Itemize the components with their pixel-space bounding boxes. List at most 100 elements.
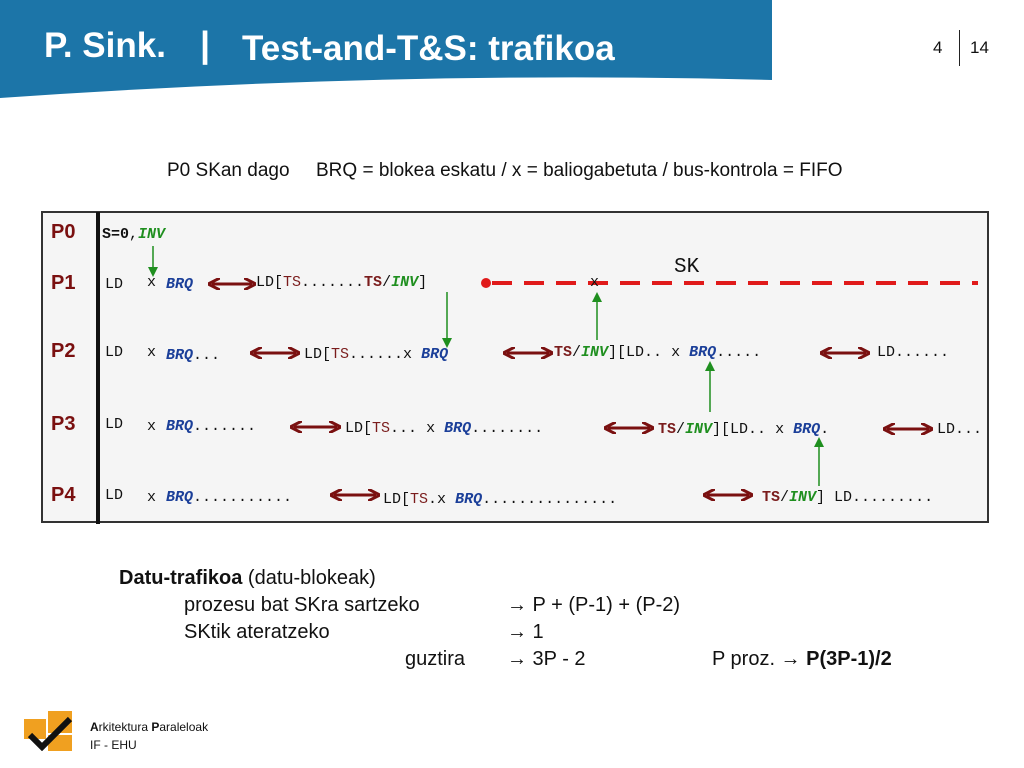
exit-value: → 1 bbox=[507, 621, 544, 643]
p2-inv: INV bbox=[581, 344, 609, 361]
p2-x3: x bbox=[671, 344, 681, 361]
p4-brq-group: BRQ........... bbox=[166, 489, 292, 506]
p3-dot: . bbox=[820, 421, 830, 438]
traffic-heading: Datu-trafikoa (datu-blokeak) bbox=[119, 567, 376, 590]
p3-brq2: BRQ bbox=[444, 420, 472, 437]
page-title: Test-and-T&S: trafikoa bbox=[242, 29, 615, 68]
p4-ld2: ] LD......... bbox=[816, 489, 934, 506]
p4-brq: BRQ bbox=[166, 489, 194, 506]
p2-ld3: LD...... bbox=[877, 344, 950, 361]
p3-x: x bbox=[147, 418, 157, 435]
p3-ld: LD bbox=[105, 416, 124, 433]
p2-x: x bbox=[147, 344, 157, 361]
p3-ts-sequence: LD[TS... x BRQ........ bbox=[345, 420, 543, 437]
p3-brq3: BRQ bbox=[793, 421, 821, 438]
p2-brq2: BRQ bbox=[421, 346, 449, 363]
p4-dot: . bbox=[428, 491, 438, 508]
p3-x2: x bbox=[426, 420, 436, 437]
axis-bar bbox=[96, 212, 100, 524]
p3-brq: BRQ bbox=[166, 418, 194, 435]
chapter-number: 4 bbox=[933, 38, 943, 57]
p2-ld-open: LD[ bbox=[304, 346, 332, 363]
p0-timeline: S=0,INV bbox=[102, 226, 165, 243]
p4-ld-open: LD[ bbox=[383, 491, 411, 508]
course-title: P. Sink. bbox=[44, 26, 166, 65]
traffic-heading-bold: Datu-trafikoa bbox=[119, 567, 243, 589]
footer-letter-p: P bbox=[151, 720, 160, 734]
p1-ts2: TS bbox=[364, 274, 383, 291]
p2-ts2: TS bbox=[554, 344, 573, 361]
p4-ld: LD bbox=[105, 487, 124, 504]
nproc-formula: P proz. → P(3P-1)/2 bbox=[712, 648, 892, 671]
p4-ts2: TS bbox=[762, 489, 781, 506]
p2-brq-group: BRQ... bbox=[166, 347, 220, 364]
p3-dots2: ... bbox=[390, 420, 418, 437]
footer-line1: Arkitektura Paraleloak bbox=[90, 720, 208, 734]
p2-dots1: ... bbox=[193, 347, 221, 364]
p4-x: x bbox=[147, 489, 157, 506]
p2-brq: BRQ bbox=[166, 347, 194, 364]
nproc-value: P(3P-1)/2 bbox=[806, 648, 892, 670]
p3-brq-group: BRQ....... bbox=[166, 418, 256, 435]
header-banner: P. Sink. | Test-and-T&S: trafikoa bbox=[0, 0, 772, 100]
enter-label: prozesu bat SKra sartzeko bbox=[184, 594, 420, 616]
p2-slash: / bbox=[572, 344, 582, 361]
p1-ts: TS bbox=[283, 274, 302, 291]
checkmark-logo-icon bbox=[24, 711, 76, 752]
definitions-note: BRQ = blokea eskatu / x = baliogabetuta … bbox=[316, 160, 843, 181]
timeline-diagram bbox=[41, 211, 989, 523]
p1-slash: / bbox=[382, 274, 392, 291]
footer-line2: IF - EHU bbox=[90, 738, 137, 752]
p2-x2: x bbox=[403, 346, 413, 363]
p3-ld3: LD... bbox=[937, 421, 983, 438]
p1-ts-sequence: LD[TS.......TS/INV] bbox=[256, 274, 427, 291]
traffic-heading-rest: (datu-blokeak) bbox=[242, 567, 376, 589]
process-label-p0: P0 bbox=[51, 221, 76, 243]
process-label-p3: P3 bbox=[51, 413, 76, 435]
p3-ld-open: LD[ bbox=[345, 420, 373, 437]
p2-ld2: ][LD.. bbox=[608, 344, 663, 361]
p3-dots3: ........ bbox=[471, 420, 544, 437]
enter-value: → P + (P-1) + (P-2) bbox=[507, 594, 681, 616]
process-label-p4: P4 bbox=[51, 484, 76, 506]
p1-dots: ....... bbox=[301, 274, 365, 291]
p2-ts-sequence: LD[TS......x BRQ bbox=[304, 346, 448, 363]
p0-comma: , bbox=[129, 226, 139, 243]
header-separator: | bbox=[200, 24, 211, 65]
p3-ld2: ][LD.. bbox=[712, 421, 767, 438]
p4-ts: TS bbox=[410, 491, 429, 508]
sk-label: SK bbox=[674, 256, 700, 279]
p4-x2: x bbox=[437, 491, 447, 508]
process-label-p1: P1 bbox=[51, 272, 76, 294]
p3-x3: x bbox=[775, 421, 785, 438]
p3-dots1: ....... bbox=[193, 418, 257, 435]
p4-inv-sequence: TS/INV] LD......... bbox=[762, 489, 933, 506]
p4-inv: INV bbox=[789, 489, 817, 506]
p2-ts: TS bbox=[331, 346, 350, 363]
p4-brq2: BRQ bbox=[455, 491, 483, 508]
p3-inv-sequence: TS/INV][LD.. x BRQ. bbox=[658, 421, 829, 438]
p2-ld: LD bbox=[105, 344, 124, 361]
footer-word-2: araleloak bbox=[159, 720, 209, 734]
p0-s0: S=0 bbox=[102, 226, 130, 243]
p2-dots3: ..... bbox=[716, 344, 762, 361]
p1-ld-open: LD[ bbox=[256, 274, 284, 291]
p4-dots2: ............... bbox=[482, 491, 618, 508]
p3-slash: / bbox=[676, 421, 686, 438]
p2-dots2: ...... bbox=[349, 346, 404, 363]
p1-brq: BRQ bbox=[166, 276, 194, 293]
state-note: P0 SKan dago bbox=[167, 160, 290, 181]
p3-ts: TS bbox=[372, 420, 391, 437]
p4-slash: / bbox=[780, 489, 790, 506]
process-label-p2: P2 bbox=[51, 340, 76, 362]
total-value: → 3P - 2 bbox=[507, 648, 586, 670]
page-number: 14 bbox=[970, 38, 989, 57]
footer-letter-a: A bbox=[90, 720, 99, 734]
footer-word-1: rkitektura bbox=[98, 720, 152, 734]
p1-ld: LD bbox=[105, 276, 124, 293]
p1-inv: INV bbox=[391, 274, 419, 291]
page-divider bbox=[959, 30, 960, 66]
p1-x: x bbox=[147, 274, 157, 291]
p3-ts2: TS bbox=[658, 421, 677, 438]
p4-dots1: ........... bbox=[193, 489, 293, 506]
